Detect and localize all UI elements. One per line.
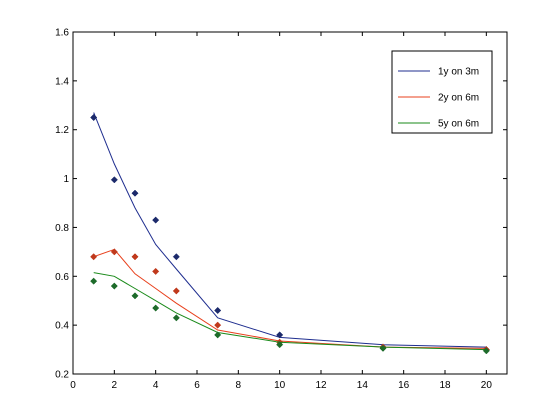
x-tick-label: 18: [439, 380, 451, 391]
data-point: [482, 347, 490, 355]
data-point: [172, 253, 180, 261]
data-point: [131, 189, 139, 197]
x-tick-label: 0: [70, 380, 76, 391]
legend-item: 5y on 6m: [398, 119, 479, 130]
data-point: [276, 331, 284, 339]
x-tick-label: 4: [153, 380, 159, 391]
x-tick-label: 10: [274, 380, 286, 391]
data-point: [110, 248, 118, 256]
data-point: [214, 331, 222, 339]
y-tick-label: 1.2: [55, 125, 69, 136]
y-tick-label: 1.6: [55, 28, 69, 39]
legend: 1y on 3m 2y on 6m 5y on 6m: [391, 50, 493, 134]
data-point: [110, 282, 118, 290]
data-point: [152, 304, 160, 312]
legend-item: 2y on 6m: [398, 93, 479, 104]
legend-item: 1y on 3m: [398, 67, 479, 78]
data-point: [214, 306, 222, 315]
data-point: [90, 277, 98, 285]
series-3: [90, 272, 490, 355]
series-line: [93, 112, 487, 348]
y-tick-label: 1: [63, 174, 69, 185]
data-point: [172, 314, 180, 322]
legend-items: 1y on 3m 2y on 6m 5y on 6m: [398, 67, 479, 130]
x-tick-label: 16: [398, 380, 410, 391]
data-point: [276, 341, 284, 349]
y-tick-label: 1.4: [55, 76, 69, 87]
x-tick-label: 6: [194, 380, 200, 391]
x-tick-label: 20: [481, 380, 493, 391]
data-point: [90, 253, 98, 261]
x-tick-label: 14: [357, 380, 369, 391]
data-point: [152, 216, 160, 224]
data-point: [379, 344, 387, 352]
data-point: [172, 287, 180, 295]
data-point: [90, 113, 98, 122]
y-tick-label: 0.4: [55, 321, 69, 332]
data-point: [110, 176, 118, 184]
series-layer: [90, 112, 490, 355]
y-axis: 0.2 0.4 0.6 0.8 1 1.2 1.4 1.6: [55, 28, 507, 381]
y-tick-label: 0.8: [55, 223, 69, 234]
data-point: [131, 292, 139, 300]
data-point: [152, 267, 160, 275]
data-point: [214, 321, 222, 329]
legend-box: [391, 50, 493, 134]
x-tick-label: 8: [236, 380, 242, 391]
legend-label: 1y on 3m: [438, 67, 479, 78]
legend-label: 5y on 6m: [438, 119, 479, 130]
x-axis: 0 2 4 6 8 10 12 14 16 18 20: [70, 32, 492, 391]
series-line: [93, 272, 487, 351]
x-tick-label: 12: [315, 380, 327, 391]
legend-label: 2y on 6m: [438, 93, 479, 104]
data-point: [131, 253, 139, 261]
x-tick-label: 2: [112, 380, 118, 391]
y-tick-label: 0.2: [55, 370, 69, 381]
y-tick-label: 0.6: [55, 272, 69, 283]
